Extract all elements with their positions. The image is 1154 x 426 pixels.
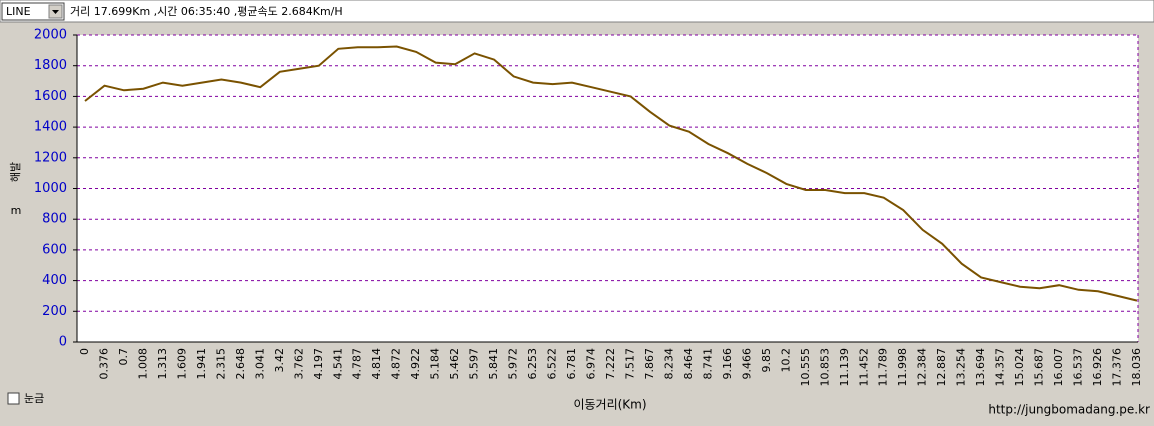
x-tick-label: 2.648 [234,348,247,380]
x-tick-label: 6.781 [565,348,578,380]
x-tick-label: 16.007 [1052,348,1065,387]
x-tick-label: 15.687 [1033,348,1046,387]
x-tick-label: 3.041 [253,348,266,380]
x-tick-label: 4.787 [351,348,364,380]
x-tick-label: 0.376 [97,348,110,380]
x-tick-label: 1.008 [136,348,149,380]
x-tick-label: 4.541 [331,348,344,380]
x-tick-label: 4.197 [312,348,325,380]
select-value[interactable]: LINE [6,5,31,18]
x-tick-label: 18.036 [1130,348,1143,387]
x-tick-label: 8.464 [682,348,695,380]
x-tick-label: 10.853 [818,348,831,387]
x-tick-label: 0 [78,348,91,355]
x-tick-label: 3.42 [273,348,286,373]
elevation-line [84,45,1138,302]
y-tick-label: 200 [42,304,67,319]
x-tick-label: 9.466 [740,348,753,380]
x-tick-label: 10.555 [799,348,812,387]
y-tick-label: 400 [42,273,67,288]
x-tick-label: 8.234 [662,348,675,380]
x-label: 이동거리(Km) [573,398,646,412]
x-tick-label: 2.315 [214,348,227,380]
x-tick-label: 0.7 [117,348,130,366]
x-tick-label: 16.926 [1091,348,1104,387]
x-tick-label: 11.789 [877,348,890,387]
x-tick-label: 16.537 [1072,348,1085,387]
x-tick-label: 12.384 [916,348,929,387]
select-arrow [52,10,59,14]
footer-url: http://jungbomadang.pe.kr [988,403,1150,417]
x-tick-label: 5.597 [468,348,481,380]
x-tick-label: 15.024 [1013,348,1026,387]
y-tick-label: 0 [59,335,67,350]
x-tick-label: 4.814 [370,348,383,380]
x-tick-label: 12.887 [935,348,948,387]
y-tick-label: 1400 [34,120,67,135]
y-tick-label: 1200 [34,150,67,165]
y-tick-label: 800 [42,212,67,227]
x-tick-label: 4.872 [390,348,403,380]
x-tick-label: 11.139 [838,348,851,387]
x-tick-label: 5.462 [448,348,461,380]
x-tick-label: 5.972 [507,348,520,380]
y-tick-label: 2000 [34,28,67,43]
x-tick-label: 17.376 [1111,348,1124,387]
x-tick-label: 1.313 [156,348,169,380]
x-tick-label: 9.166 [721,348,734,380]
toolbar [0,0,1154,23]
x-tick-label: 7.867 [643,348,656,380]
x-tick-label: 6.974 [585,348,598,380]
x-tick-label: 11.452 [857,348,870,387]
x-tick-label: 4.922 [409,348,422,380]
x-tick-label: 5.841 [487,348,500,380]
y-tick-label: 1800 [34,58,67,73]
x-tick-label: 6.253 [526,348,539,380]
x-tick-label: 13.254 [955,348,968,387]
checkbox[interactable] [7,392,20,405]
x-tick-label: 5.184 [429,348,442,380]
x-tick-label: 11.998 [896,348,909,387]
x-tick-label: 3.762 [292,348,305,380]
x-tick-label: 13.694 [974,348,987,387]
y-label: 해발 [8,162,22,182]
x-tick-label: 14.357 [994,348,1007,387]
y-tick-label: 1600 [34,89,67,104]
x-tick-label: 9.85 [760,348,773,373]
x-tick-label: 10.2 [779,348,792,373]
x-tick-label: 7.222 [604,348,617,380]
y-tick-label: 1000 [34,181,67,196]
x-tick-label: 6.522 [546,348,559,380]
x-tick-label: 7.517 [623,348,636,380]
y-tick-label: 600 [42,242,67,257]
x-tick-label: 1.941 [195,348,208,380]
y-unit: m [11,204,22,217]
x-tick-label: 8.741 [701,348,714,380]
summary: 거리 17.699Km ,시간 06:35:40 ,평균속도 2.684Km/H [70,5,343,18]
checkbox-label[interactable]: 눈금 [24,392,44,405]
x-tick-label: 1.609 [175,348,188,380]
